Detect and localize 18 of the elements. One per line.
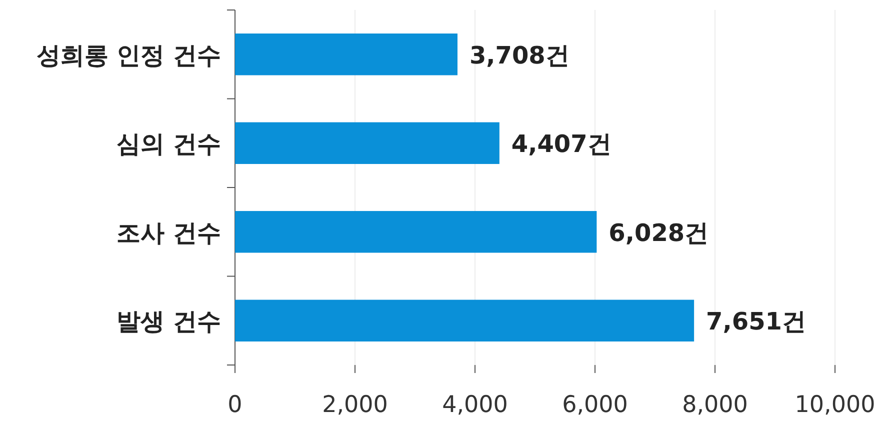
bar [235, 300, 694, 342]
data-label: 7,651건 [706, 308, 806, 336]
x-tick-label: 4,000 [442, 392, 508, 418]
y-tick-label: 성희롱 인정 건수 [36, 41, 221, 70]
bar [235, 34, 458, 76]
data-label: 3,708건 [469, 41, 570, 70]
x-tick-label: 2,000 [322, 392, 388, 418]
y-tick-label: 심의 건수 [116, 130, 221, 158]
data-label: 6,028건 [608, 218, 709, 247]
bar [235, 122, 500, 164]
x-tick-label: 0 [228, 392, 242, 418]
bar [235, 211, 597, 253]
y-tick-label: 발생 건수 [116, 308, 221, 336]
x-tick-label: 6,000 [562, 392, 628, 418]
x-tick-label: 8,000 [682, 392, 748, 418]
y-tick-label: 조사 건수 [116, 218, 221, 247]
data-label: 4,407건 [511, 130, 612, 158]
x-tick-label: 10,000 [794, 392, 876, 418]
